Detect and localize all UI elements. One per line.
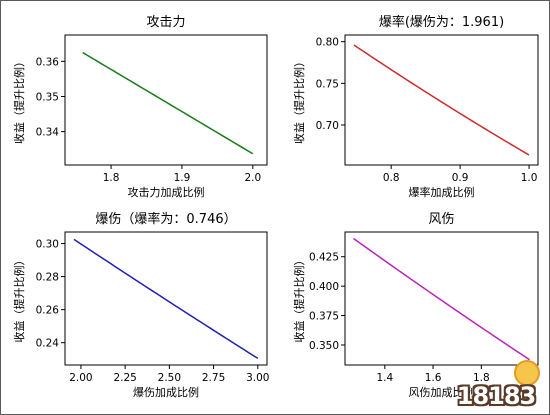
- y-tick-label: 0.26: [36, 305, 60, 317]
- subplot-1: 攻击力 1.8 1.9 2.0 0.34 0.35 0.36 攻击力加成比例 收益（提升比例）: [12, 15, 268, 199]
- x-axis-label: 攻击力加成比例: [128, 185, 205, 199]
- x-tick-label: 1.4: [376, 372, 393, 384]
- x-tick-label: 0.8: [383, 172, 400, 184]
- y-tick-label: 0.375: [309, 311, 339, 323]
- x-axis-label: 风伤加成比例: [409, 385, 475, 399]
- y-axis-label: 收益（提升比例）: [12, 255, 26, 343]
- x-tick-label: 2.75: [202, 372, 225, 384]
- x-tick-label: 2.00: [69, 372, 92, 384]
- x-tick-label: 1.8: [103, 172, 120, 184]
- series-line: [82, 51, 254, 155]
- x-tick-label: 2.50: [158, 372, 181, 384]
- y-tick-label: 0.34: [36, 127, 60, 139]
- x-tick-label: 1.8: [473, 372, 490, 384]
- x-tick-label: 1.0: [521, 172, 538, 184]
- watermark-logo: 18183: [446, 358, 546, 412]
- x-tick-label: 0.9: [452, 172, 469, 184]
- series-line: [353, 237, 530, 361]
- watermark-text: 18183: [456, 382, 537, 410]
- y-tick-label: 0.30: [36, 239, 59, 251]
- y-tick-label: 0.80: [316, 37, 339, 49]
- x-tick-label: 2.25: [113, 372, 136, 384]
- y-tick-label: 0.400: [309, 281, 339, 293]
- x-axis-label: 爆率加成比例: [409, 185, 475, 199]
- series-line: [353, 44, 530, 156]
- series-line: [73, 238, 259, 360]
- y-axis-label: 收益（提升比例）: [292, 255, 306, 343]
- x-tick-label: 1.9: [174, 172, 191, 184]
- y-tick-label: 0.24: [36, 338, 60, 350]
- x-tick-label: 1.6: [425, 372, 442, 384]
- y-axis-label: 收益（提升比例）: [292, 56, 306, 144]
- y-tick-label: 0.28: [36, 272, 59, 284]
- plot-title: 爆率(爆伤为：1.961): [379, 14, 504, 30]
- x-axis-label: 爆伤加成比例: [133, 385, 199, 399]
- axes-frame: [344, 34, 539, 166]
- subplot-2: 爆率(爆伤为：1.961) 0.8 0.9 1.0 0.70 0.75 0.80 爆率加成比例…: [292, 14, 539, 199]
- axes-frame: [344, 231, 539, 366]
- y-tick-label: 0.35: [36, 91, 59, 103]
- plot-title: 风伤: [428, 212, 454, 227]
- y-tick-label: 0.36: [36, 56, 60, 68]
- axes-frame: [64, 34, 268, 166]
- plot-title: 爆伤（爆率为：0.746）: [95, 211, 236, 227]
- y-axis-label: 收益（提升比例）: [12, 56, 26, 144]
- subplot-3: 爆伤（爆率为：0.746） 2.00 2.25 2.50 2.75 3.00 0.24 0.2…: [12, 211, 269, 399]
- x-tick-label: 3.00: [246, 372, 269, 384]
- sun-icon: [514, 360, 540, 386]
- plot-title: 攻击力: [146, 15, 185, 30]
- y-tick-label: 0.70: [316, 120, 339, 132]
- x-tick-label: 2.0: [244, 172, 261, 184]
- y-tick-label: 0.350: [309, 340, 339, 352]
- subplot-4: 风伤 1.4 1.6 1.8 0.350 0.375 0.400 0.425 风伤加成比例 收益（…: [292, 212, 539, 399]
- y-tick-label: 0.75: [316, 78, 339, 90]
- y-tick-label: 0.425: [309, 252, 339, 264]
